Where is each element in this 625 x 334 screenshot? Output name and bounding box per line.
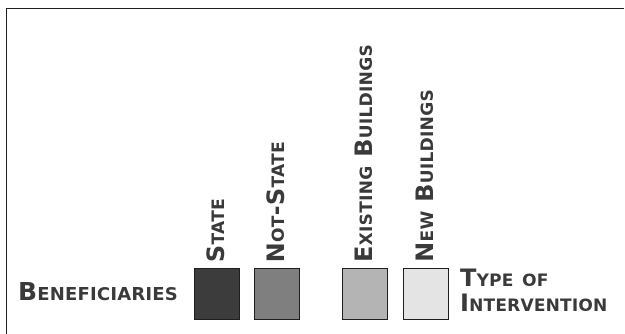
intervention-label-line1: Type of [460,264,549,292]
new-buildings-label: New Buildings [411,89,439,262]
new-buildings-swatch [403,268,449,320]
beneficiaries-label: Beneficiaries [18,277,178,306]
existing-buildings-swatch [342,268,388,320]
type-of-intervention-label: Type of Intervention [460,266,607,316]
intervention-label-line2: Intervention [460,289,608,317]
state-swatch [194,268,240,320]
not-state-swatch [254,268,300,320]
existing-buildings-label: Existing Buildings [350,43,378,262]
state-label: State [202,197,230,262]
not-state-label: Not-State [262,140,290,262]
legend-frame [6,8,624,334]
